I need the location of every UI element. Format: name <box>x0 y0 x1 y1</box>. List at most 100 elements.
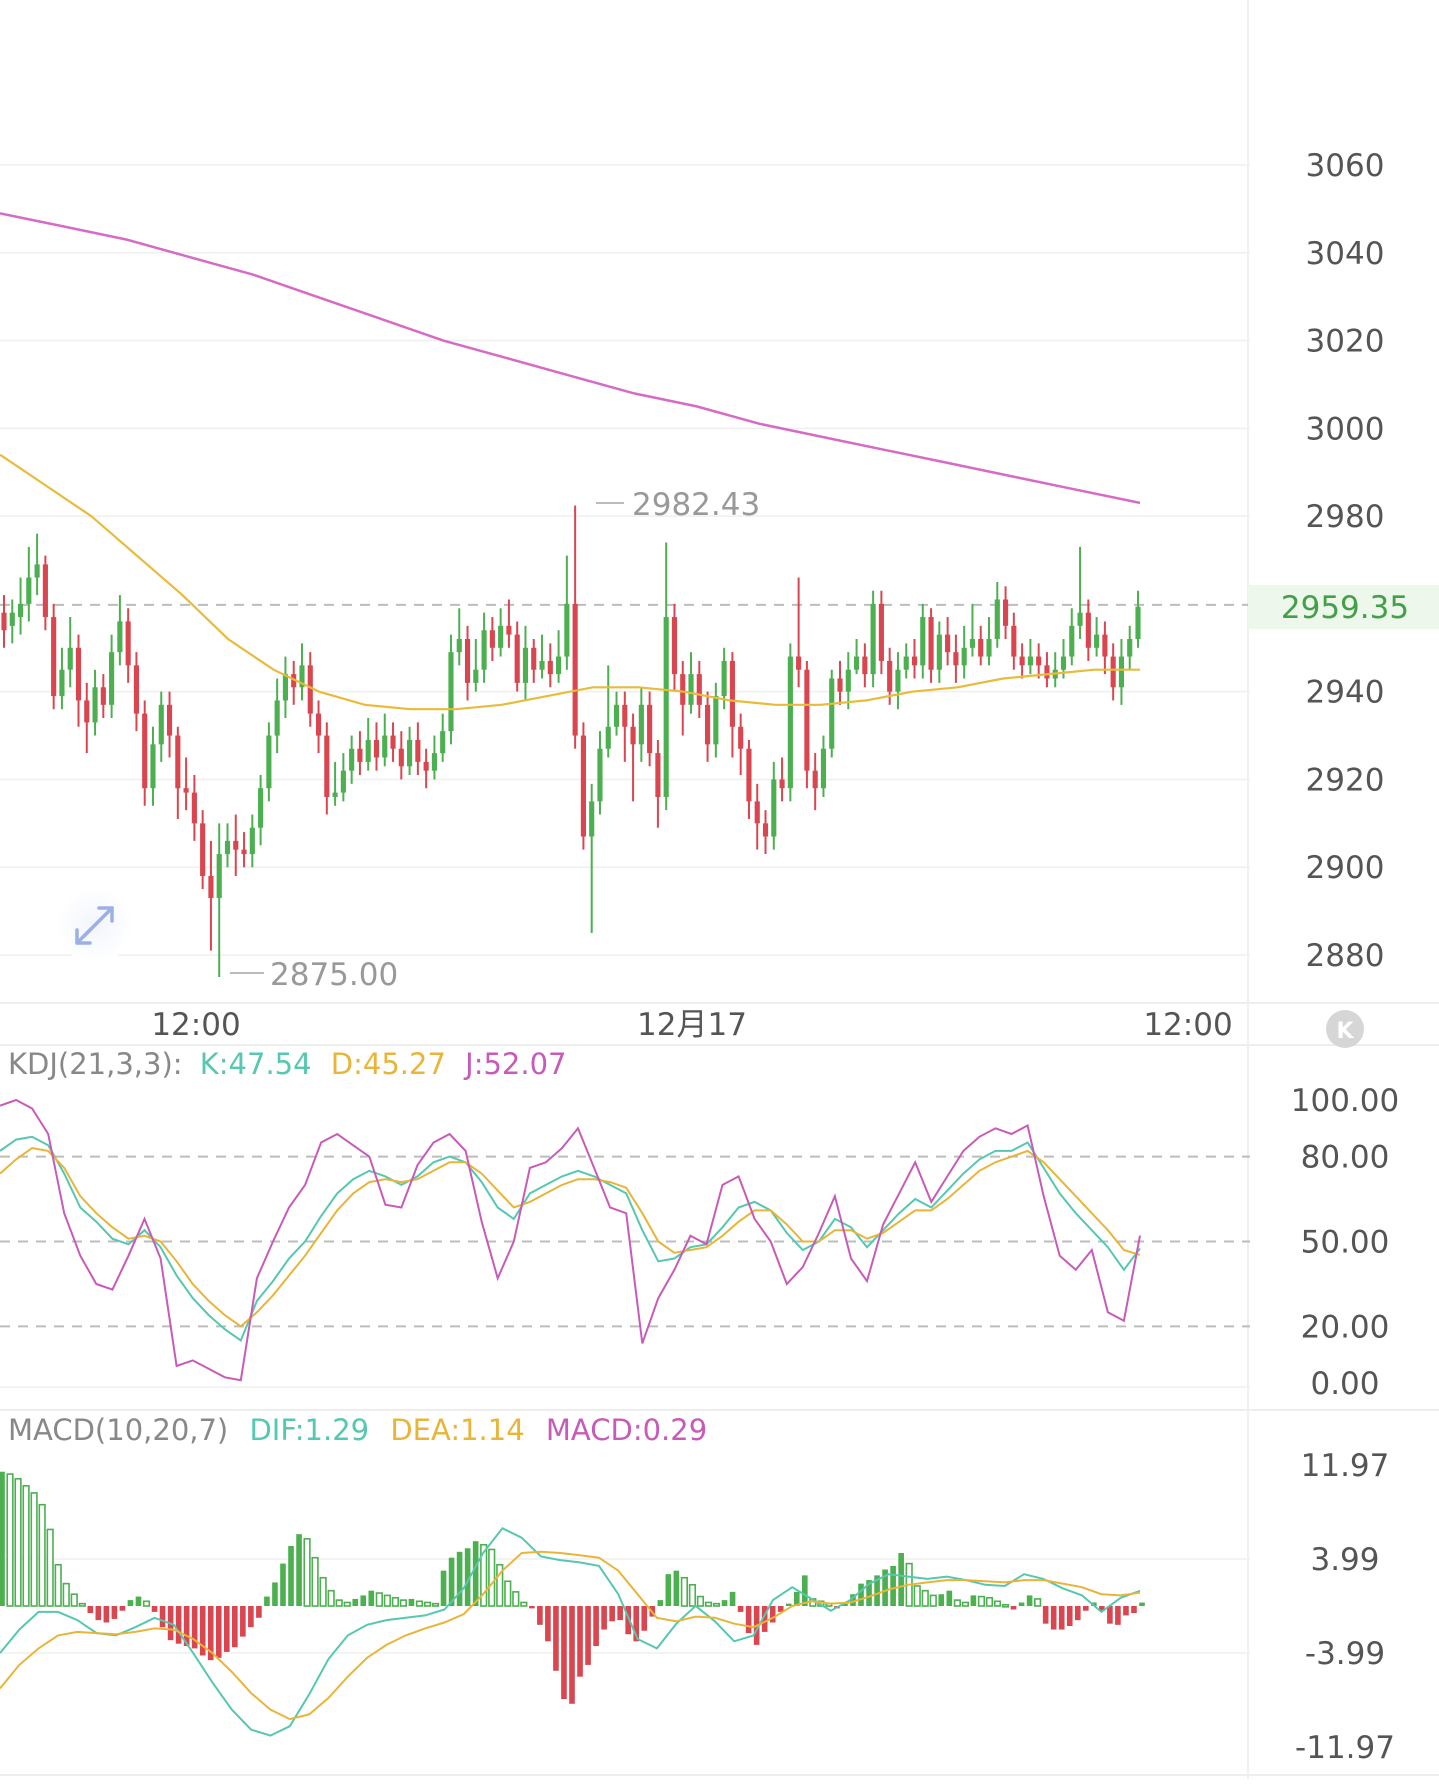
candle-body <box>208 876 214 898</box>
macd-tick-label--3.99: -3.99 <box>1305 1636 1385 1672</box>
candle-body <box>845 669 851 692</box>
macd-bar <box>617 1606 623 1621</box>
candle-body <box>282 674 288 701</box>
kdj-tick-label-50.00: 50.00 <box>1301 1225 1390 1261</box>
macd-legend: MACD(10,20,7) DIF:1.29 DEA:1.14 MACD:0.2… <box>8 1413 707 1447</box>
macd-bar <box>970 1595 977 1606</box>
price-tick-label-2900: 2900 <box>1306 850 1385 886</box>
macd-bar <box>977 1595 986 1607</box>
candle-body <box>589 801 595 837</box>
macd-bar <box>1042 1606 1049 1624</box>
expand-arrows-icon[interactable] <box>57 887 133 963</box>
candle-body <box>597 748 603 802</box>
candle-body <box>878 603 884 661</box>
candle-body <box>390 735 396 749</box>
candle-body <box>1094 634 1100 648</box>
last-price-tag <box>1248 585 1439 629</box>
kdj-tick-label-100.00: 100.00 <box>1291 1083 1399 1119</box>
candle-body <box>771 779 777 837</box>
macd-bar <box>87 1606 94 1614</box>
macd-bar <box>119 1606 126 1611</box>
macd-bar <box>938 1594 945 1606</box>
candle-body <box>357 748 363 762</box>
macd-bar <box>898 1552 904 1606</box>
macd-histogram-and-lines <box>0 1471 1145 1737</box>
macd-bar <box>609 1606 615 1622</box>
candle-body <box>258 788 264 828</box>
macd-bar <box>1082 1606 1089 1611</box>
kdj-line-j <box>0 1098 1141 1382</box>
candle-body <box>249 827 255 855</box>
candle-body <box>373 739 380 758</box>
macd-bar <box>601 1606 607 1630</box>
macd-bar <box>142 1600 151 1607</box>
candle-body <box>315 713 322 736</box>
macd-bar <box>352 1598 359 1606</box>
price-tick-label-3020: 3020 <box>1306 324 1385 360</box>
candle-body <box>291 674 297 688</box>
candle-body <box>1027 656 1033 666</box>
candle-body <box>51 617 57 697</box>
macd-bar <box>712 1602 721 1607</box>
macd-bar <box>319 1576 327 1607</box>
macd-bar <box>408 1598 415 1606</box>
candle-body <box>713 696 719 745</box>
candle-body <box>216 854 222 898</box>
candle-body <box>655 753 661 797</box>
k-badge-icon[interactable]: K <box>1326 1010 1364 1048</box>
macd-bar <box>641 1606 648 1631</box>
candle-body <box>936 634 942 670</box>
candle-body <box>531 647 537 670</box>
candle-body <box>738 726 744 749</box>
candle-body <box>1127 639 1133 657</box>
candle-body <box>746 748 752 802</box>
candle-body <box>1036 656 1042 666</box>
candle-body <box>183 788 189 793</box>
candle-body <box>200 823 206 876</box>
candle-body <box>829 678 835 749</box>
candle-body <box>920 617 926 666</box>
candle-body <box>26 577 32 604</box>
candle-body <box>978 639 984 657</box>
macd-bar <box>264 1596 270 1606</box>
candle-body <box>241 849 247 855</box>
candle-body <box>1102 634 1108 657</box>
candle-body <box>473 669 479 683</box>
macd-bar <box>665 1574 672 1606</box>
macd-bar <box>488 1548 496 1607</box>
macd-bar <box>657 1600 664 1606</box>
price-tick-label-2920: 2920 <box>1306 762 1385 798</box>
kdj-legend-j: J:52.07 <box>463 1047 566 1081</box>
macd-bar <box>391 1596 399 1607</box>
macd-bar <box>232 1606 238 1648</box>
candle-body <box>307 665 313 714</box>
candle-body <box>117 621 123 653</box>
price-tick-label-2880: 2880 <box>1306 938 1385 974</box>
macd-bar <box>512 1591 520 1607</box>
macd-bar <box>215 1606 222 1658</box>
macd-bar <box>343 1601 351 1607</box>
candle-body <box>233 840 239 850</box>
candle-body <box>489 630 495 648</box>
macd-bar <box>1050 1606 1057 1630</box>
candle-body <box>969 639 976 648</box>
macd-bar <box>431 1602 440 1607</box>
macd-bar <box>288 1545 294 1606</box>
candle-body <box>191 792 197 824</box>
candle-body <box>142 713 148 789</box>
macd-bar <box>858 1583 864 1606</box>
macd-bar <box>537 1606 543 1625</box>
candle-body <box>9 612 15 626</box>
candle-body <box>539 660 545 670</box>
candle-body <box>464 639 471 683</box>
macd-bar <box>14 1477 22 1607</box>
macd-bar <box>223 1606 230 1652</box>
macd-legend-dif: DIF:1.29 <box>249 1413 369 1447</box>
macd-bar <box>280 1563 286 1606</box>
candle-body <box>67 647 73 670</box>
macd-bar <box>6 1473 14 1607</box>
macd-bar <box>46 1528 54 1607</box>
candle-body <box>1069 625 1075 657</box>
